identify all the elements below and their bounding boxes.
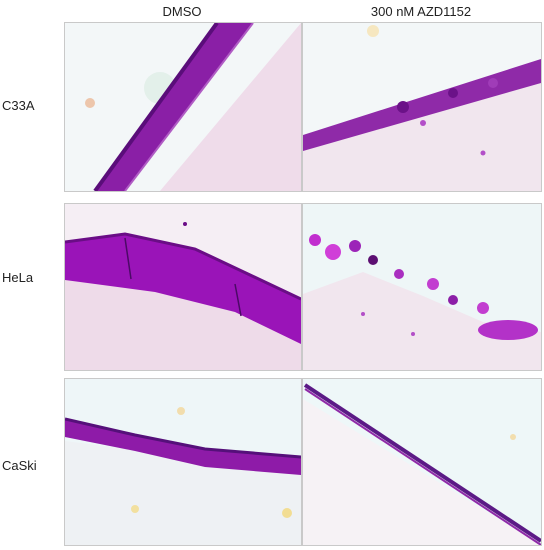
row-label-caski: CaSki — [2, 458, 37, 473]
panel-caski-azd1152 — [302, 378, 542, 546]
micrograph-caski-dmso — [65, 379, 301, 545]
column-header-dmso: DMSO — [162, 4, 202, 19]
panel-hela-azd1152 — [302, 203, 542, 371]
micrograph-c33a-dmso — [65, 23, 301, 191]
micrograph-caski-azd1152 — [303, 379, 541, 545]
micrograph-c33a-azd1152 — [303, 23, 541, 191]
micrograph-hela-azd1152 — [303, 204, 541, 370]
panel-c33a-azd1152 — [302, 22, 542, 192]
panel-caski-dmso — [64, 378, 302, 546]
panel-hela-dmso — [64, 203, 302, 371]
panel-c33a-dmso — [64, 22, 302, 192]
column-header-azd1152: 300 nM AZD1152 — [370, 4, 472, 19]
row-label-c33a: C33A — [2, 98, 35, 113]
micrograph-hela-dmso — [65, 204, 301, 370]
row-label-hela: HeLa — [2, 270, 34, 285]
